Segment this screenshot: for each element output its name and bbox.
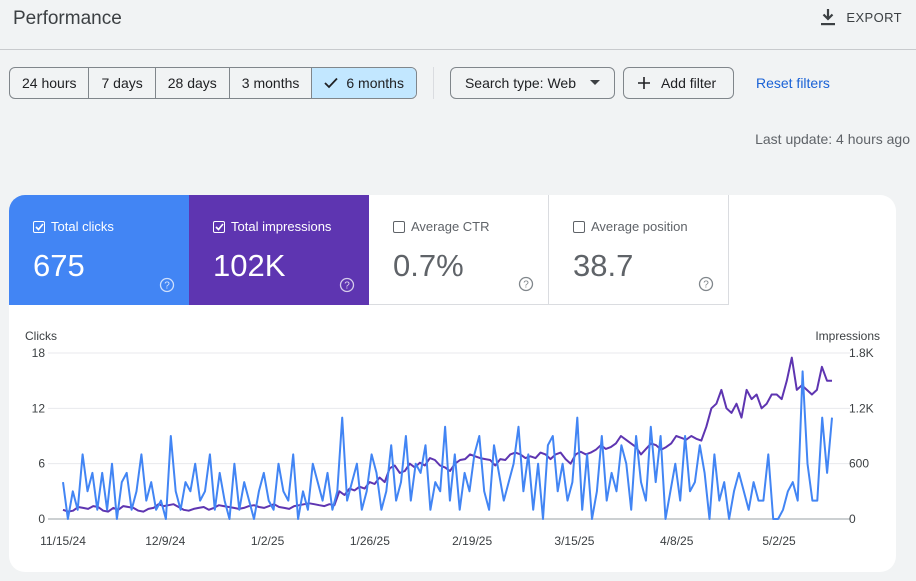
svg-text:?: ? <box>164 281 170 292</box>
svg-text:?: ? <box>344 281 350 292</box>
filter-bar: 24 hours 7 days 28 days 3 months 6 month… <box>9 67 830 99</box>
metric-value: 0.7% <box>393 248 464 283</box>
header-bar: Performance EXPORT <box>0 0 916 50</box>
metric-value: 675 <box>33 248 85 283</box>
help-icon[interactable]: ? <box>518 276 534 292</box>
range-28-days[interactable]: 28 days <box>156 68 230 98</box>
download-icon <box>821 9 836 26</box>
range-label: 7 days <box>101 75 143 91</box>
checkbox-checked-icon[interactable] <box>213 220 225 233</box>
help-icon[interactable]: ? <box>339 277 355 293</box>
performance-card: Total clicks 675 ? Total impressions 102… <box>9 195 896 572</box>
svg-text:?: ? <box>523 280 529 291</box>
export-label: EXPORT <box>846 9 902 25</box>
check-icon <box>324 77 339 89</box>
checkbox-unchecked-icon[interactable] <box>393 220 405 233</box>
export-button[interactable]: EXPORT <box>820 8 902 26</box>
search-type-dropdown[interactable]: Search type: Web <box>449 67 615 99</box>
metric-average-ctr[interactable]: Average CTR 0.7% ? <box>369 195 549 305</box>
plus-icon <box>637 77 650 89</box>
metric-total-clicks[interactable]: Total clicks 675 ? <box>9 195 189 305</box>
page-title: Performance <box>13 8 122 29</box>
range-label: 28 days <box>167 75 217 91</box>
help-icon[interactable]: ? <box>698 276 714 292</box>
svg-text:?: ? <box>703 280 709 291</box>
divider <box>432 67 434 99</box>
add-filter-button[interactable]: Add filter <box>622 67 734 99</box>
search-type-label: Search type: Web <box>464 75 576 91</box>
checkbox-unchecked-icon[interactable] <box>573 220 585 233</box>
checkbox-checked-icon[interactable] <box>33 220 45 233</box>
metric-average-position[interactable]: Average position 38.7 ? <box>549 195 729 305</box>
metric-value: 38.7 <box>573 248 634 283</box>
metric-label: Average position <box>591 219 688 234</box>
range-24-hours[interactable]: 24 hours <box>10 68 90 98</box>
metric-value: 102K <box>213 248 286 283</box>
caret-down-icon <box>589 80 600 85</box>
add-filter-label: Add filter <box>660 75 717 91</box>
date-range-selector: 24 hours 7 days 28 days 3 months 6 month… <box>9 67 417 99</box>
range-7-days[interactable]: 7 days <box>89 68 156 98</box>
range-label: 3 months <box>241 75 300 91</box>
range-3-months[interactable]: 3 months <box>230 68 313 98</box>
range-6-months[interactable]: 6 months <box>312 68 416 98</box>
range-label: 6 months <box>346 75 404 91</box>
metric-label: Average CTR <box>411 219 490 234</box>
metric-label: Total impressions <box>231 219 332 234</box>
reset-filters-link[interactable]: Reset filters <box>755 75 830 91</box>
metric-label: Total clicks <box>51 219 114 234</box>
range-label: 24 hours <box>22 75 77 91</box>
last-update-text: Last update: 4 hours ago <box>755 131 910 147</box>
help-icon[interactable]: ? <box>159 277 175 293</box>
metric-total-impressions[interactable]: Total impressions 102K ? <box>189 195 369 305</box>
